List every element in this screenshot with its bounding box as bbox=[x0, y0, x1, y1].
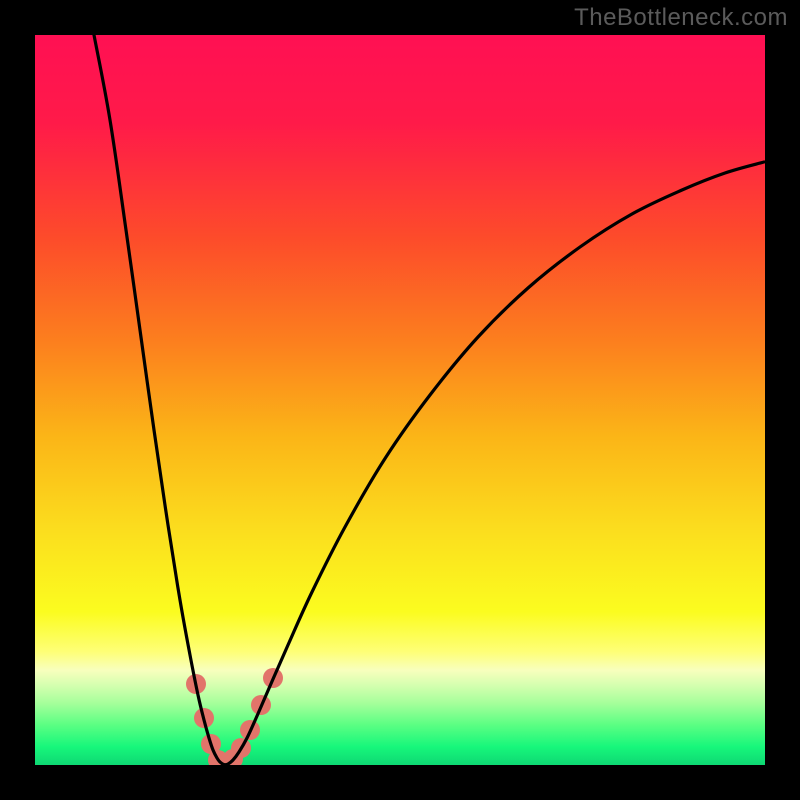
watermark-label: TheBottleneck.com bbox=[574, 4, 788, 32]
plot-background bbox=[35, 35, 765, 765]
chart-svg bbox=[0, 0, 800, 800]
chart-root: TheBottleneck.com bbox=[0, 0, 800, 800]
